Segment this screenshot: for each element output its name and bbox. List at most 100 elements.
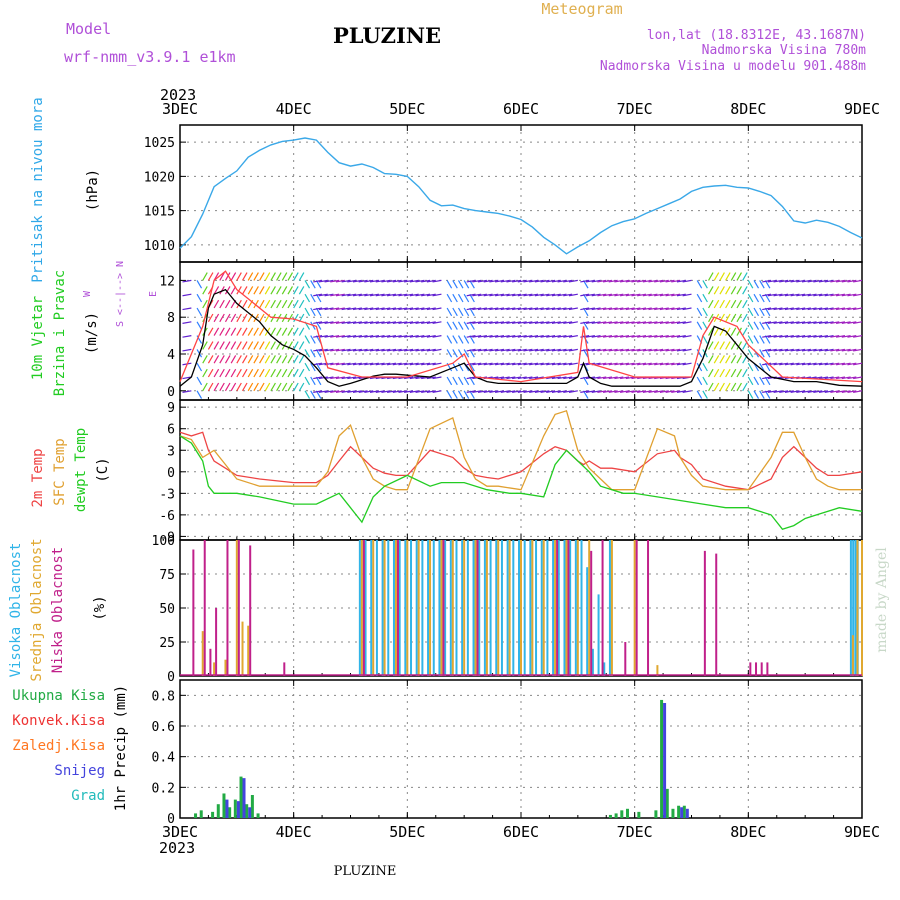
cloud-bar — [849, 540, 852, 676]
cloud-bar — [546, 540, 549, 676]
wind-arrow — [409, 390, 419, 393]
wind-arrow — [759, 362, 765, 372]
wind-arrow — [753, 280, 760, 289]
cloud-panel: 0 25 50 75 100 — [152, 534, 863, 685]
wind-arrow — [807, 335, 817, 338]
cloud-bar — [387, 540, 390, 676]
wind-arrow — [654, 279, 664, 283]
wind-arrow — [253, 272, 259, 281]
cloud-bar — [213, 662, 216, 676]
wind-arrow — [682, 390, 692, 393]
cloud-bar — [421, 540, 424, 676]
wind-arrow — [648, 390, 658, 393]
wind-arrow — [696, 390, 703, 399]
wind-arrow — [517, 279, 527, 283]
wind-arrow — [446, 376, 453, 386]
y-tick-label: 0 — [167, 385, 175, 400]
wind-arrow — [352, 307, 362, 311]
wind-arrow — [230, 327, 237, 336]
wind-arrow — [767, 390, 777, 393]
wind-arrow — [625, 348, 635, 352]
wind-arrow — [196, 307, 203, 317]
wind-arrow — [835, 307, 846, 311]
wind-arrow — [659, 390, 669, 393]
wind-arrow — [736, 368, 742, 378]
wind-arrow — [369, 279, 380, 283]
wind-arrow — [415, 376, 425, 380]
wind-arrow — [830, 348, 840, 352]
wind-arrow — [341, 348, 351, 352]
wind-arrow — [568, 335, 578, 338]
precip-bar — [665, 788, 669, 818]
precip-bar — [620, 810, 624, 818]
wind-arrow — [313, 376, 323, 380]
wind-arrow — [563, 279, 573, 283]
wind-arrow — [330, 335, 340, 338]
wind-arrow — [457, 376, 464, 386]
wind-arrow — [642, 348, 652, 352]
compass-west: W — [82, 290, 93, 297]
precip-legend-total: Ukupna Kisa — [12, 688, 105, 704]
wind-arrow — [264, 382, 271, 392]
wind-arrow — [585, 390, 595, 393]
wind-arrow — [597, 307, 607, 311]
wind-arrow — [818, 293, 829, 297]
wind-arrow — [241, 382, 248, 392]
wind-arrow — [386, 321, 397, 324]
precip-legend-hail: Grad — [71, 788, 105, 804]
y-tick-label: 0 — [167, 670, 175, 685]
wind-arrow — [293, 382, 299, 392]
wind-arrow — [381, 307, 391, 311]
wind-arrow — [736, 382, 742, 392]
top-time-labels: 3DEC 4DEC 5DEC 6DEC 7DEC 8DEC 9DEC — [162, 100, 880, 118]
wind-arrow — [773, 362, 783, 366]
wind-arrow — [597, 335, 607, 338]
wind-arrow — [847, 321, 857, 324]
wind-arrow — [392, 279, 402, 283]
wind-arrow — [264, 355, 271, 364]
model-value: wrf-nmm_v3.9.1 e1km — [64, 48, 236, 66]
page-title: PLUZINE — [333, 23, 441, 48]
wind-arrow — [446, 349, 453, 358]
wind-arrow — [818, 321, 829, 324]
wind-arrow — [489, 307, 499, 311]
wind-arrow — [534, 376, 544, 380]
wind-arrow — [293, 272, 299, 281]
wind-arrow — [835, 293, 846, 297]
wind-arrow — [421, 279, 431, 283]
wind-arrow — [494, 335, 505, 338]
wind-arrow — [386, 335, 397, 338]
cloud-bar — [656, 665, 659, 676]
wind-arrow — [270, 272, 276, 281]
wind-arrow — [807, 390, 817, 393]
precip-bar — [228, 807, 232, 818]
wind-panel: 0 4 8 12 — [159, 261, 863, 401]
wind-arrow — [347, 335, 357, 338]
wind-arrow — [330, 321, 340, 324]
wind-arrow — [648, 335, 658, 338]
wind-arrow — [293, 368, 299, 378]
wind-arrow — [287, 341, 294, 350]
wind-arrow — [236, 327, 242, 336]
wind-arrow — [358, 321, 368, 324]
wind-arrow — [523, 307, 533, 311]
wind-arrow — [665, 293, 675, 297]
wind-arrow — [264, 272, 271, 281]
wind-arrow — [392, 293, 402, 297]
wind-arrow — [730, 299, 737, 309]
wind-arrow — [713, 286, 720, 295]
wind-arrow — [801, 321, 811, 324]
wind-arrow — [602, 376, 613, 380]
wind-arrow — [801, 362, 811, 366]
wind-arrow — [597, 376, 607, 380]
y-tick-label: 0 — [167, 466, 175, 481]
wind-arrow — [375, 279, 385, 283]
wind-arrow — [676, 390, 686, 393]
wind-arrow — [472, 390, 482, 393]
wind-arrow — [347, 321, 357, 324]
wind-arrow — [767, 293, 777, 297]
wind-arrow — [264, 341, 271, 350]
wind-arrow — [489, 390, 499, 393]
wind-arrow — [597, 362, 607, 366]
wind-arrow — [725, 382, 731, 392]
